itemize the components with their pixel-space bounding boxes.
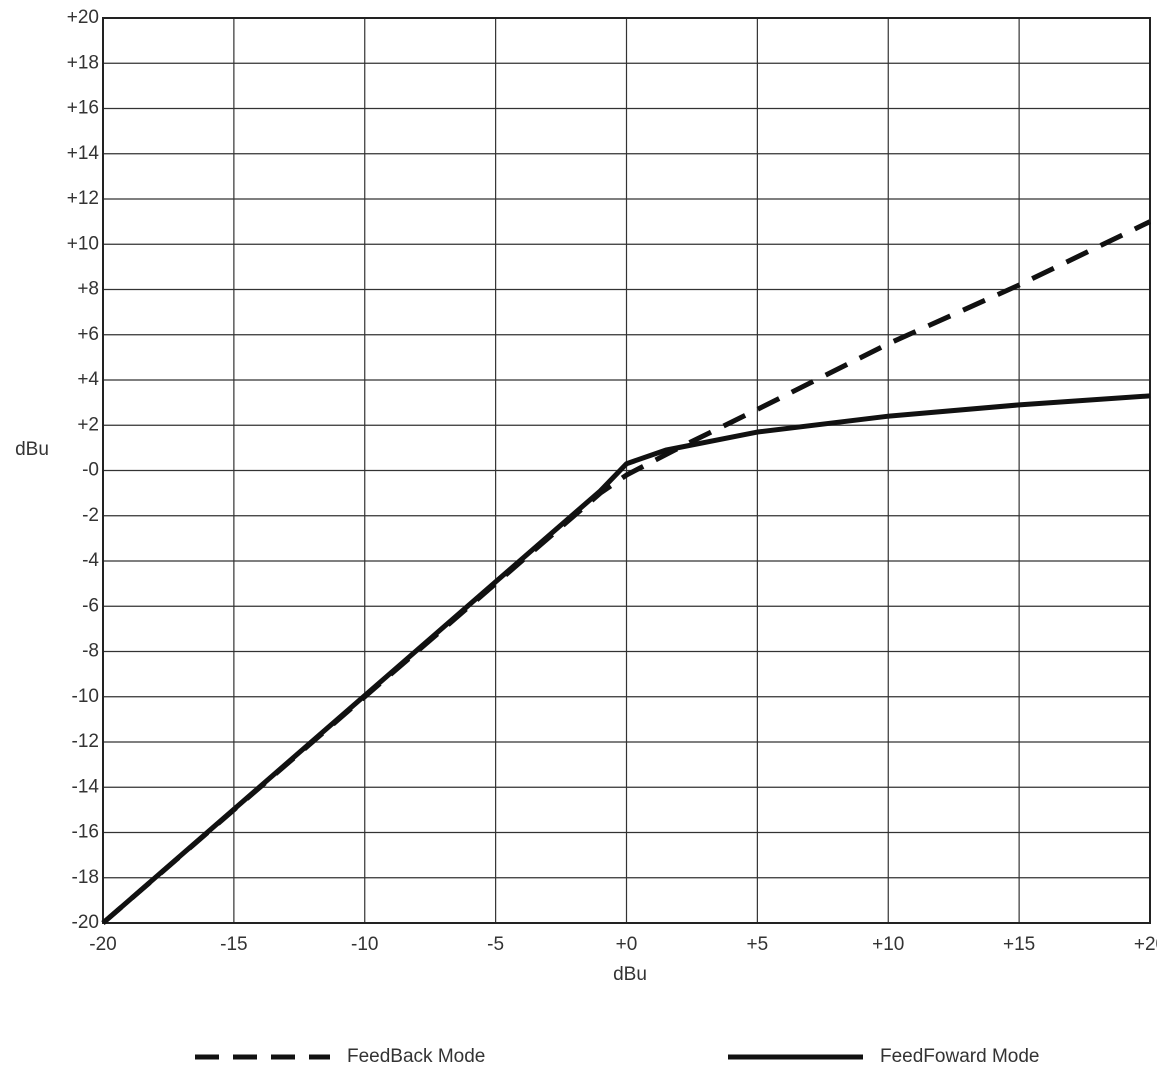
legend-label: FeedBack Mode: [347, 1046, 485, 1067]
y-tick-label: +2: [77, 414, 99, 435]
y-tick-label: -8: [82, 641, 99, 662]
series-line: [101, 219, 1152, 925]
y-tick-label: +16: [67, 98, 99, 119]
x-tick-label: +15: [1003, 934, 1035, 955]
plot-frame: [102, 17, 1151, 924]
y-tick-label: +6: [77, 324, 99, 345]
series-line: [101, 393, 1151, 925]
x-tick-label: -10: [351, 934, 378, 955]
x-axis-label: dBu: [613, 964, 647, 985]
y-tick-label: +14: [67, 143, 100, 164]
x-tick-label: +0: [616, 934, 638, 955]
y-tick-label: +20: [67, 7, 99, 28]
legend-label: FeedFoward Mode: [880, 1046, 1039, 1067]
y-tick-label: +8: [77, 279, 99, 300]
y-axis-label: dBu: [15, 439, 49, 460]
y-tick-label: -12: [72, 731, 99, 752]
x-tick-label: -5: [487, 934, 504, 955]
y-tick-label: +12: [67, 188, 99, 209]
y-tick-label: +10: [67, 233, 99, 254]
y-tick-label: -2: [82, 505, 99, 526]
y-tick-label: +18: [67, 52, 99, 73]
y-tick-label: -4: [82, 550, 99, 571]
x-tick-label: +5: [747, 934, 769, 955]
y-tick-label: -18: [72, 867, 99, 888]
y-tick-label: -0: [82, 460, 99, 481]
x-tick-label: +10: [872, 934, 904, 955]
y-tick-label: +4: [77, 369, 99, 390]
x-tick-label: -20: [89, 934, 116, 955]
y-tick-label: -14: [72, 776, 100, 797]
y-tick-label: -16: [72, 822, 99, 843]
y-tick-label: -20: [72, 912, 99, 933]
y-tick-label: -10: [72, 686, 99, 707]
x-tick-label: +20: [1134, 934, 1157, 955]
y-tick-label: -6: [82, 595, 99, 616]
x-tick-label: -15: [220, 934, 247, 955]
